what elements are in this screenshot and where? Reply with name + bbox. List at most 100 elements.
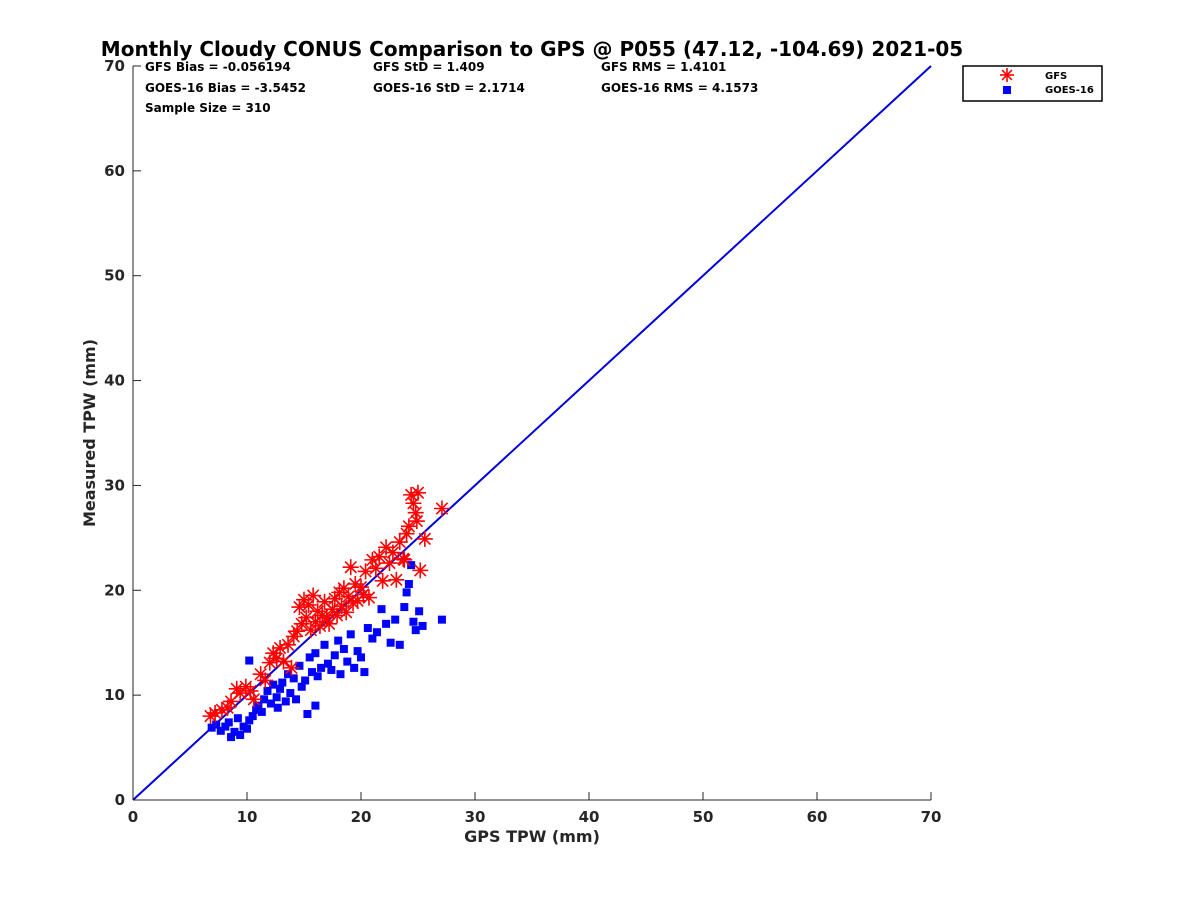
gfs-rms-text: GFS RMS = 1.4101: [601, 60, 726, 74]
goes16-point: [386, 638, 395, 647]
goes16-point: [297, 682, 306, 691]
goes16-point: [363, 624, 372, 633]
goes16-point: [245, 656, 254, 665]
x-tick-label: 50: [693, 808, 714, 826]
y-axis-label: Measured TPW (mm): [80, 339, 99, 527]
goes16-point: [317, 663, 326, 672]
goes16-point: [311, 649, 320, 658]
legend-gfs-asterisk: [1000, 68, 1014, 82]
goes16-point: [350, 663, 359, 672]
goes16-point: [360, 668, 369, 677]
goes16-point: [224, 718, 233, 727]
x-tick-label: 20: [351, 808, 372, 826]
gfs-point: [407, 504, 424, 521]
y-tick-label: 0: [115, 791, 125, 809]
gfs-point: [367, 560, 384, 577]
series-goes16: [207, 561, 446, 742]
goes-bias-text: GOES-16 Bias = -3.5452: [145, 81, 306, 95]
goes16-point: [263, 686, 272, 695]
gfs-point: [412, 562, 429, 579]
gfs-point: [245, 691, 262, 708]
goes16-point: [273, 703, 282, 712]
goes16-point: [323, 659, 332, 668]
goes16-point: [227, 733, 236, 742]
y-tick-label: 10: [104, 686, 125, 704]
gfs-point: [342, 559, 359, 576]
x-ticks: 0 10 20 30 40 50 60 70: [128, 792, 942, 826]
goes16-point: [281, 697, 290, 706]
goes16-point: [343, 657, 352, 666]
goes16-point: [368, 634, 377, 643]
goes16-point: [257, 707, 266, 716]
goes16-point: [269, 680, 278, 689]
x-axis-label: GPS TPW (mm): [464, 827, 600, 846]
goes16-point: [252, 705, 261, 714]
goes16-point: [245, 716, 254, 725]
goes16-point: [400, 603, 409, 612]
goes16-point: [437, 615, 446, 624]
legend-gfs-marker: [1000, 68, 1014, 82]
goes16-point: [372, 628, 381, 637]
x-tick-label: 10: [237, 808, 258, 826]
goes16-point: [284, 670, 293, 679]
gfs-point: [353, 579, 369, 596]
goes-std-text: GOES-16 StD = 2.1714: [373, 81, 525, 95]
goes16-point: [346, 630, 355, 639]
goes16-point: [307, 668, 316, 677]
gfs-point: [396, 551, 413, 568]
goes16-point: [391, 615, 400, 624]
y-tick-label: 40: [104, 372, 125, 390]
goes16-point: [415, 607, 424, 616]
goes16-point: [407, 561, 416, 570]
goes16-point: [339, 645, 348, 654]
goes16-point: [295, 661, 304, 670]
gfs-point: [374, 572, 391, 589]
legend-goes16-label: GOES-16: [1045, 85, 1094, 96]
goes16-point: [289, 674, 298, 683]
legend-goes16-marker: [1003, 86, 1011, 94]
legend-gfs-label: GFS: [1045, 71, 1067, 82]
goes16-point: [313, 672, 322, 681]
x-tick-label: 40: [579, 808, 600, 826]
goes-rms-text: GOES-16 RMS = 4.1573: [601, 81, 758, 95]
goes16-point: [301, 676, 310, 685]
legend: GFS GOES-16: [962, 65, 1103, 102]
gfs-point: [433, 500, 450, 517]
goes16-point: [336, 670, 345, 679]
gfs-point: [388, 571, 405, 588]
axes-frame: [132, 66, 931, 801]
goes16-point: [243, 724, 251, 733]
goes16-point: [353, 647, 362, 656]
goes16-point: [411, 626, 420, 635]
goes16-point: [311, 701, 320, 710]
gfs-point: [335, 580, 352, 597]
data-layer: [132, 65, 932, 801]
goes16-point: [320, 640, 329, 649]
gfs-point: [391, 534, 408, 551]
legend-box: [962, 65, 1103, 102]
x-tick-label: 70: [921, 808, 942, 826]
gfs-point: [257, 672, 274, 689]
gfs-point: [283, 659, 300, 676]
y-ticks: 0 10 20 30 40 50 60 70: [104, 57, 141, 809]
goes16-point: [276, 684, 285, 693]
goes16-point: [236, 730, 245, 739]
goes16-point: [230, 727, 239, 736]
goes16-point: [254, 701, 263, 710]
goes16-point: [292, 695, 301, 704]
goes16-point: [357, 653, 365, 662]
series-gfs: [202, 484, 450, 725]
y-tick-label: 60: [104, 162, 125, 180]
goes16-point: [216, 726, 225, 735]
gfs-point: [268, 650, 285, 667]
gfs-std-text: GFS StD = 1.409: [373, 60, 485, 74]
gfs-point: [381, 555, 398, 572]
goes16-point: [207, 723, 216, 732]
goes16-point: [330, 651, 339, 660]
goes16-point: [404, 579, 413, 588]
goes16-point: [303, 710, 312, 719]
gfs-point: [416, 530, 433, 547]
gfs-point: [410, 484, 426, 501]
gfs-bias-text: GFS Bias = -0.056194: [145, 60, 291, 74]
gfs-point: [357, 563, 374, 580]
